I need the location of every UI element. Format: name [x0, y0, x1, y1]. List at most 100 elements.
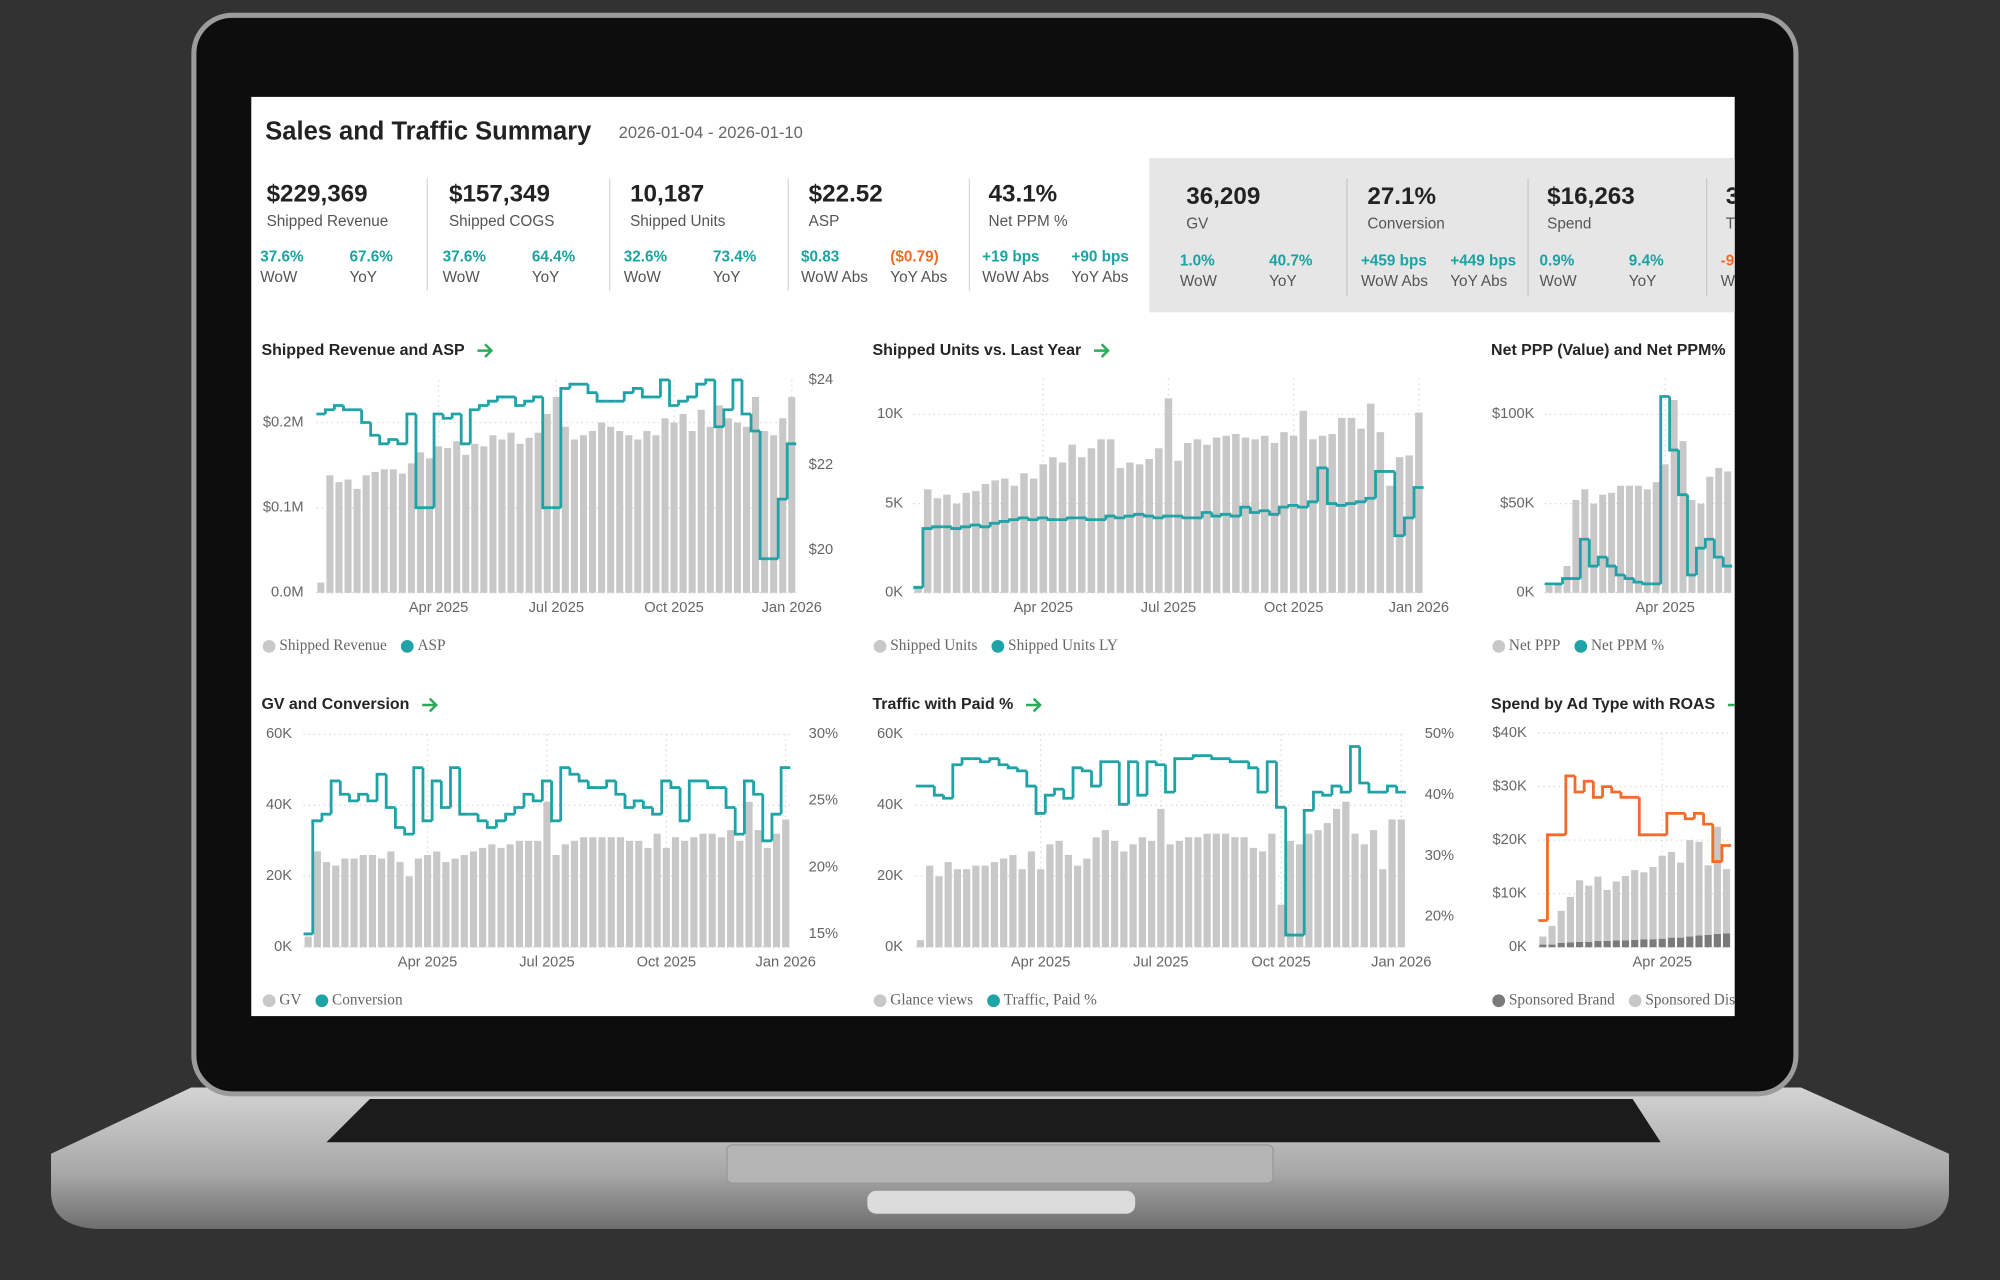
x-tick-label: Apr 2025: [1014, 600, 1073, 616]
link-arrow[interactable]: [1727, 699, 1742, 712]
line-step: [1641, 582, 1652, 586]
link-arrow[interactable]: [1026, 697, 1042, 713]
line-step: [323, 408, 335, 414]
line-step: [1065, 516, 1077, 520]
bar: [727, 830, 735, 948]
line-step: [1006, 764, 1018, 770]
line-step: [660, 779, 671, 815]
legend-label[interactable]: GV: [279, 991, 301, 1008]
bar: [598, 422, 606, 593]
bar: [1388, 819, 1396, 948]
y-tick-label: $10K: [1493, 886, 1527, 902]
line-step: [1312, 790, 1323, 811]
legend-label[interactable]: ASP: [417, 637, 445, 654]
line-step: [1162, 514, 1174, 518]
kpi-change: $0.83: [801, 249, 839, 266]
kpi-value: $157,349: [449, 180, 550, 207]
line-step: [1720, 844, 1732, 862]
bar: [1631, 870, 1639, 940]
y-tick-label: 40K: [266, 797, 292, 813]
kpi-change-label: YoY: [532, 269, 560, 286]
x-tick-label: Apr 2025: [1632, 954, 1691, 970]
line-step: [495, 819, 506, 828]
line-step: [311, 819, 322, 934]
line-step: [921, 527, 933, 588]
bar: [1203, 444, 1211, 593]
line-step: [523, 399, 534, 406]
line-step: [1210, 512, 1222, 518]
bar: [387, 851, 395, 948]
bar: [580, 837, 588, 948]
line-step: [1104, 514, 1116, 520]
line-step: [366, 794, 378, 803]
legend-label[interactable]: Traffic, Paid %: [1004, 991, 1097, 1008]
line-step: [731, 378, 742, 410]
bar: [1328, 433, 1336, 593]
bar: [1232, 433, 1240, 593]
x-tick-label: Oct 2025: [637, 954, 696, 970]
line-step: [550, 780, 561, 823]
line-step: [1321, 792, 1332, 797]
line-step: [1220, 512, 1232, 517]
line-step: [942, 795, 953, 800]
bar: [1351, 833, 1359, 948]
legend-marker: [873, 994, 887, 1008]
bar: [1323, 823, 1331, 948]
bar: [1097, 439, 1105, 593]
x-tick-label: Jul 2025: [519, 954, 574, 970]
line-step: [988, 521, 1000, 527]
legend-label[interactable]: Shipped Revenue: [279, 637, 387, 654]
bar: [670, 422, 678, 593]
bar: [1652, 482, 1660, 593]
bar: [414, 858, 422, 948]
legend-label[interactable]: Glance views: [890, 991, 973, 1008]
bar: [1318, 435, 1327, 593]
bar: [480, 446, 488, 593]
kpi-label: Net PPM %: [989, 213, 1068, 230]
line-step: [1228, 758, 1240, 764]
bar: [933, 498, 942, 593]
line-step: [1395, 786, 1406, 794]
legend-label[interactable]: Net PPP: [1509, 637, 1560, 654]
line-step: [1335, 503, 1347, 507]
link-arrow[interactable]: [477, 343, 494, 358]
dashboard: Sales and Traffic Summary 2026-01-04 - 2…: [260, 117, 1743, 1008]
link-arrow[interactable]: [422, 697, 438, 713]
bar: [952, 503, 961, 593]
bar: [1658, 938, 1666, 948]
bar: [1661, 464, 1669, 593]
bar: [1704, 934, 1712, 948]
bar: [1185, 837, 1193, 948]
bar: [1667, 937, 1676, 948]
legend-label[interactable]: Sponsored Brand: [1509, 991, 1615, 1008]
line-step: [430, 779, 442, 821]
link-arrow[interactable]: [1094, 343, 1110, 358]
bar: [1686, 936, 1694, 948]
bar: [1203, 833, 1211, 948]
line-step: [1591, 781, 1603, 799]
bar: [543, 413, 551, 593]
bar: [779, 418, 787, 593]
legend-label[interactable]: Net PPM %: [1591, 637, 1664, 654]
line-step: [1043, 793, 1055, 814]
line-step: [1345, 502, 1357, 506]
bar: [335, 482, 343, 593]
chart-title: GV and Conversion: [261, 696, 409, 713]
bar: [1581, 489, 1589, 593]
legend-label[interactable]: Sponsored Disp: [1645, 991, 1743, 1008]
bar: [644, 847, 652, 948]
y-tick-label: 0K: [1509, 939, 1527, 955]
legend-label[interactable]: Shipped Units LY: [1008, 637, 1118, 654]
bar: [681, 840, 689, 948]
legend-label[interactable]: Shipped Units: [890, 637, 977, 654]
bar: [1120, 851, 1128, 948]
bar: [1695, 935, 1703, 948]
y2-tick-label: 30%: [809, 726, 838, 742]
bar: [317, 582, 325, 593]
line-step: [1053, 787, 1064, 796]
legend-label[interactable]: Conversion: [332, 991, 403, 1008]
line-step: [1637, 797, 1649, 837]
page-title: Sales and Traffic Summary: [265, 117, 592, 145]
bar: [1166, 844, 1174, 948]
line-step: [1358, 746, 1369, 785]
